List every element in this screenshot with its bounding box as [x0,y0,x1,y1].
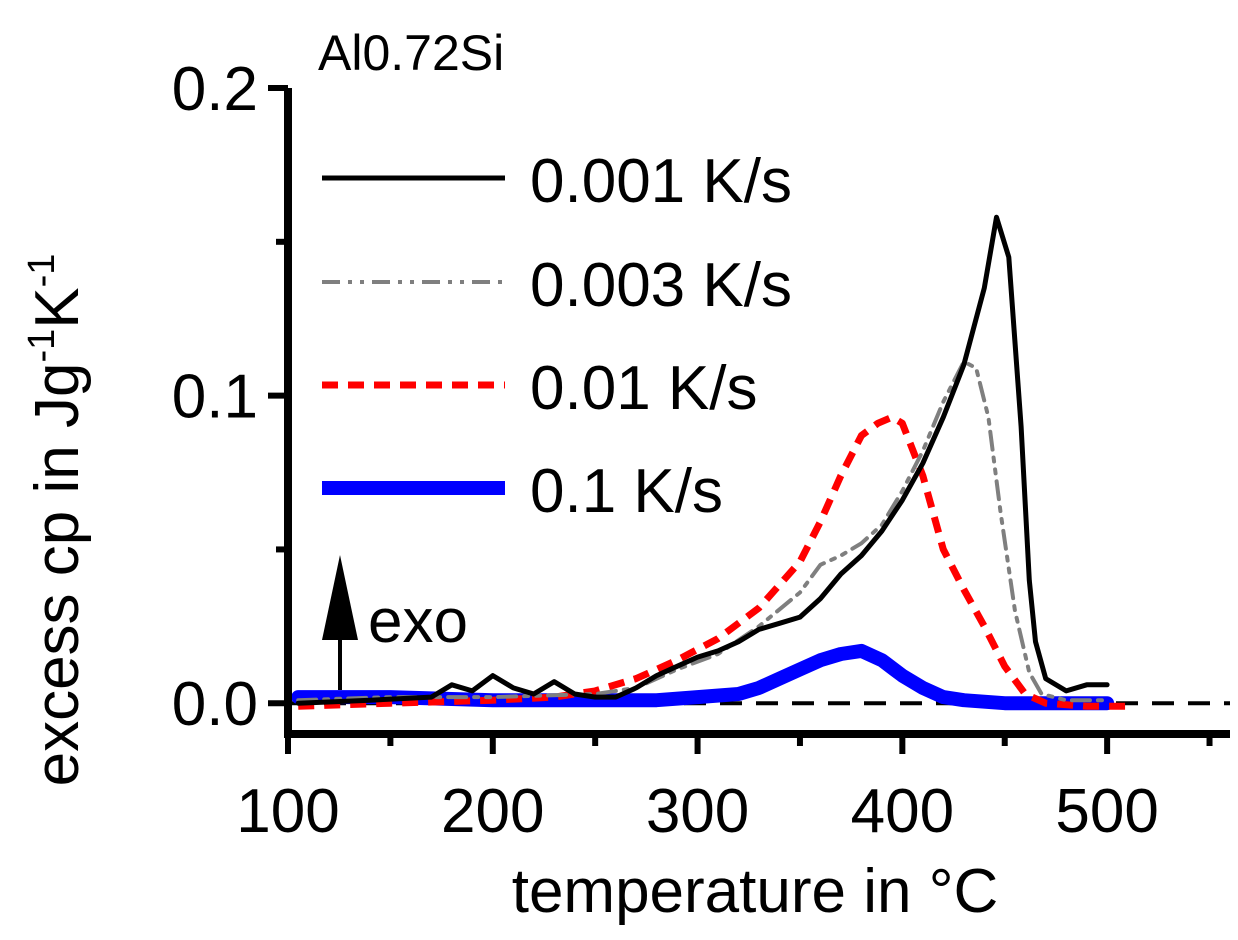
y-axis-label-sup1: -1 [21,329,63,363]
exo-annotation: exo [322,555,468,690]
chart-title: Al0.72Si [318,25,504,81]
y-tick-label: 0.2 [172,55,258,124]
legend-label-2: 0.01 K/s [530,354,757,423]
series-line-3 [291,643,1115,711]
x-axis-label: temperature in °C [512,857,999,926]
x-tick-label: 300 [646,777,749,846]
y-tick-label: 0.1 [172,363,258,432]
legend-label-1: 0.003 K/s [530,251,792,320]
x-tick-label: 500 [1055,777,1158,846]
exo-label: exo [368,587,468,656]
legend: 0.001 K/s 0.003 K/s 0.01 K/s 0.1 K/s [322,147,792,526]
y-axis-label-main: excess cp in Jg [23,363,92,787]
series-line-2 [298,413,1128,710]
series-line-0 [295,214,1110,706]
legend-label-3: 0.1 K/s [530,457,723,526]
exo-arrow-head [322,555,358,640]
x-tick-label: 400 [851,777,954,846]
y-axis-label-sup2: -1 [21,254,63,288]
series-layer [291,214,1128,711]
y-tick-label: 0.0 [172,670,258,739]
y-axis-label: excess cp in Jg-1K-1 [21,254,92,787]
x-tick-label: 200 [441,777,544,846]
axes: 100 200 300 400 500 0.0 0.1 0.2 [172,55,1230,846]
x-tick-label: 100 [236,777,339,846]
legend-label-0: 0.001 K/s [530,147,792,216]
y-axis-label-unit: K [23,287,92,328]
